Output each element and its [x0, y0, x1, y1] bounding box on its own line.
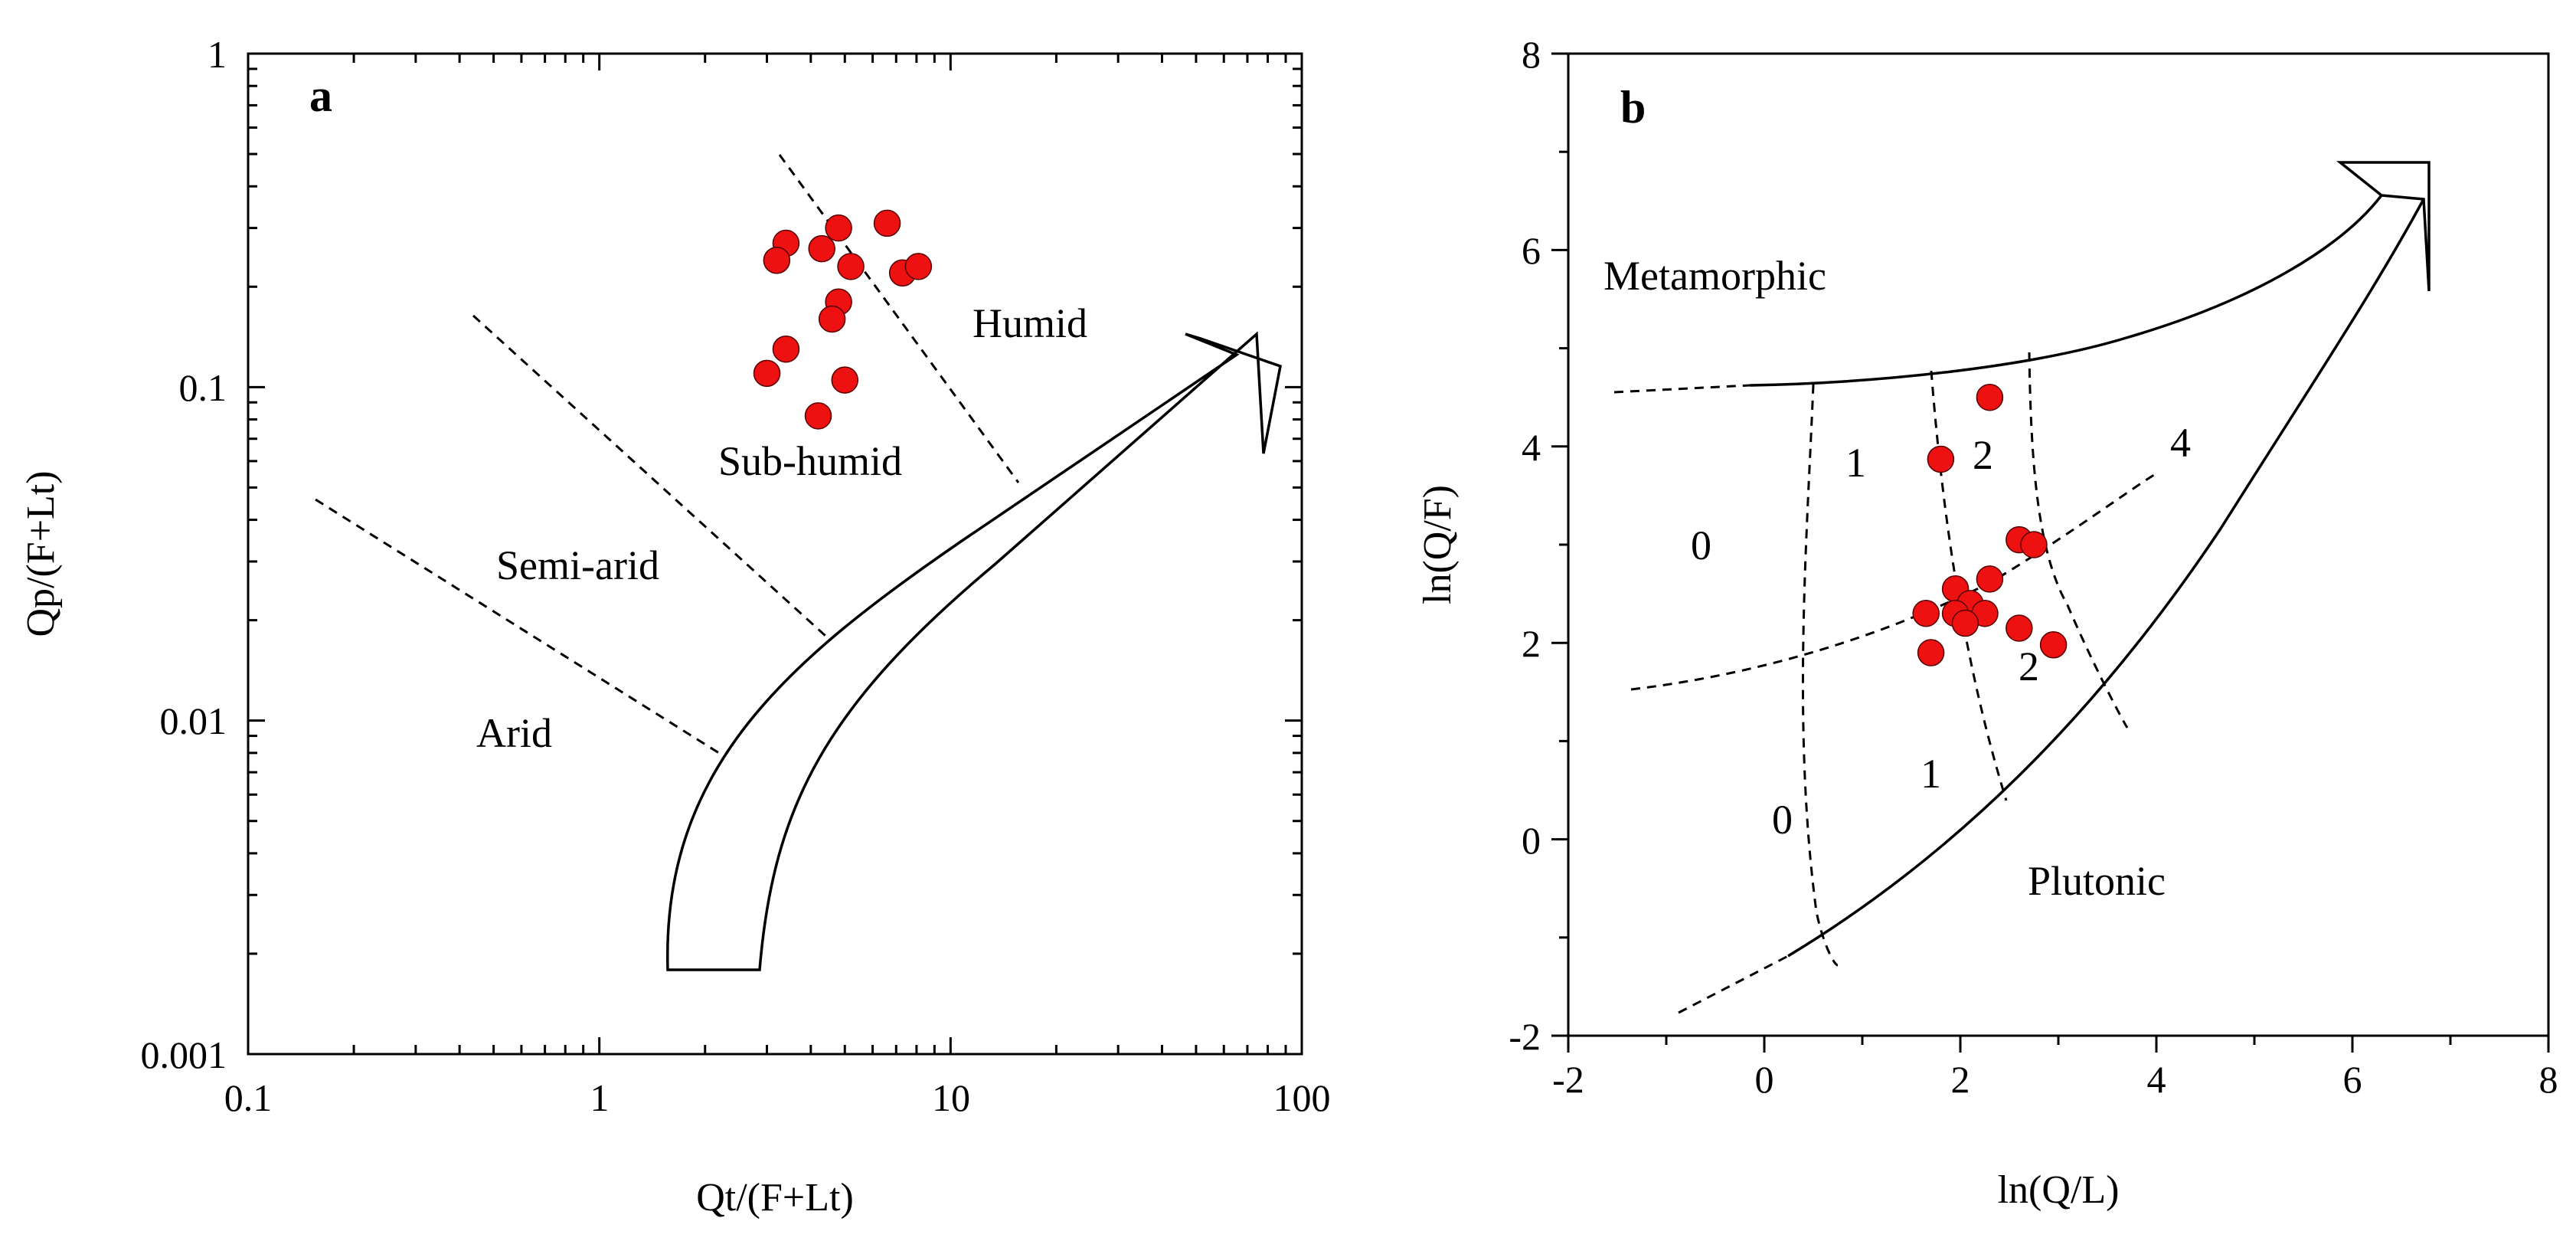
- panel-a-ticks: [247, 54, 1302, 1056]
- panel-a-ytick-label: 0.01: [160, 699, 227, 742]
- panel-a-data-point: [837, 253, 865, 280]
- panel-a-data-point: [804, 402, 832, 430]
- field-label-metamorphic: Metamorphic: [1603, 253, 1826, 299]
- panel-a-xtick-label: 1: [590, 1076, 610, 1119]
- panel-b-xtick-label: 8: [2539, 1058, 2558, 1101]
- panel-b-xtick-label: 6: [2343, 1058, 2362, 1101]
- metamorphic-curve: [1749, 194, 2383, 387]
- panel-b: b -2 0 2 4 6 8 -2 0 2 4 6 8 ln(Q/L) ln(Q…: [1416, 33, 2558, 1212]
- panel-b-ylabel: ln(Q/F): [1416, 485, 1460, 604]
- panel-a-data-point: [831, 366, 859, 394]
- panel-b-xlabel: ln(Q/L): [1998, 1168, 2120, 1212]
- panel-a-ylabel: Qp/(F+Lt): [19, 470, 63, 637]
- panel-a-data-point: [904, 253, 933, 280]
- panel-a-data-point: [825, 214, 852, 242]
- arid-boundary: [315, 498, 740, 768]
- zone-label-0-lower: 0: [1772, 797, 1793, 843]
- field-label-sub-humid: Sub-humid: [718, 438, 902, 484]
- field-label-semi-arid: Semi-arid: [496, 542, 659, 588]
- panel-a-trend-arrow: [666, 331, 1283, 971]
- panel-a-data-point: [808, 234, 835, 263]
- panel-a: a 0.1 1 10 100 0.001 0.01 0.1 1 Qt/(F+Lt…: [19, 33, 1331, 1220]
- metamorphic-curve-extension: [1613, 384, 1751, 394]
- panel-a-ytick-label: 0.1: [179, 366, 227, 409]
- panel-a-ytick-label: 0.001: [141, 1033, 227, 1076]
- panel-a-data-point: [818, 305, 846, 333]
- panel-b-letter: b: [1620, 82, 1646, 133]
- panel-b-data-point: [1927, 445, 1955, 473]
- panel-b-ytick-label: 6: [1522, 229, 1541, 272]
- panel-a-ytick-label: 1: [208, 33, 227, 76]
- panel-b-arrowhead: [2336, 161, 2431, 292]
- panel-b-xtick-label: 4: [2147, 1058, 2166, 1101]
- zone-boundary-1-2: [1930, 370, 2008, 801]
- panel-a-xtick-label: 0.1: [224, 1076, 273, 1119]
- panel-b-xtick-label: 0: [1755, 1058, 1774, 1101]
- plutonic-curve-extension: [1678, 954, 1789, 1014]
- zone-boundary-horizontal: [1630, 472, 2157, 691]
- panel-b-data-point: [1917, 639, 1945, 666]
- panel-b-xtick-label: -2: [1552, 1058, 1584, 1101]
- panel-b-data-point: [2039, 631, 2068, 659]
- panel-b-ticks: [1551, 52, 2550, 1053]
- panel-b-ytick-label: 4: [1522, 426, 1541, 469]
- panel-a-xtick-label: 100: [1273, 1076, 1331, 1119]
- zone-label-1: 1: [1845, 440, 1866, 486]
- panel-a-data-point: [873, 209, 901, 237]
- panel-a-data-point: [772, 335, 800, 363]
- panel-b-ytick-label: 0: [1522, 819, 1541, 862]
- zone-boundary-0-1: [1801, 384, 1839, 967]
- panel-a-data-point: [763, 247, 791, 274]
- panel-b-ytick-label: -2: [1509, 1015, 1541, 1058]
- zone-label-4: 4: [2170, 420, 2191, 466]
- panel-b-points: [1912, 383, 2068, 666]
- panel-a-xtick-label: 10: [932, 1076, 970, 1119]
- field-label-humid: Humid: [973, 300, 1087, 346]
- panel-b-data-point: [1951, 609, 1979, 637]
- zone-boundary-2-4: [2028, 352, 2129, 729]
- plutonic-curve: [1787, 198, 2425, 958]
- semi-arid-boundary: [472, 314, 844, 653]
- panel-a-points: [753, 209, 933, 430]
- panel-a-letter: a: [309, 70, 332, 121]
- field-label-plutonic: Plutonic: [2028, 858, 2166, 904]
- zone-label-1-lower: 1: [1921, 751, 1941, 797]
- panel-b-data-point: [1976, 383, 2004, 411]
- panel-a-xlabel: Qt/(F+Lt): [696, 1176, 854, 1220]
- panel-b-ytick-label: 2: [1522, 622, 1541, 665]
- panel-a-frame: [247, 52, 1303, 1056]
- zone-label-0: 0: [1691, 522, 1711, 568]
- zone-label-2-lower: 2: [2019, 643, 2039, 689]
- sub-humid-boundary: [778, 154, 1020, 483]
- panel-b-data-point: [2020, 531, 2048, 558]
- panel-b-data-point: [2006, 614, 2033, 642]
- panel-b-data-point: [1912, 599, 1940, 627]
- panel-b-xtick-label: 2: [1951, 1058, 1970, 1101]
- field-label-arid: Arid: [476, 710, 552, 756]
- panel-a-data-point: [753, 359, 781, 388]
- panel-b-ytick-label: 8: [1522, 33, 1541, 76]
- panel-b-data-point: [1976, 565, 2004, 593]
- zone-label-2: 2: [1973, 432, 1993, 478]
